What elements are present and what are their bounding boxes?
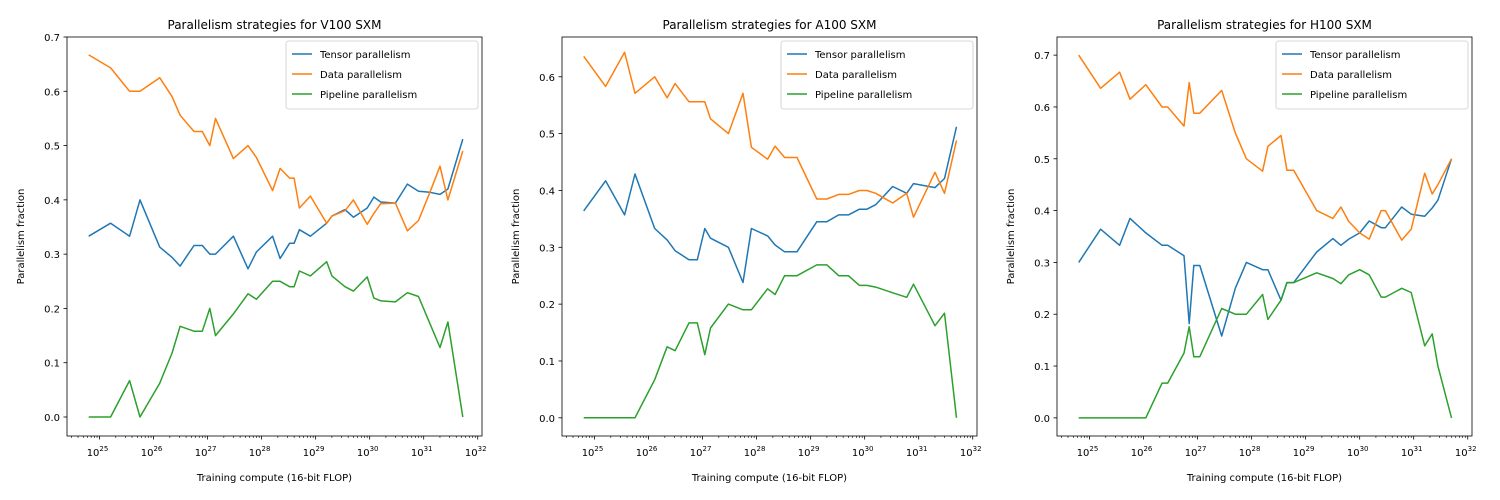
legend-label-pipeline: Pipeline parallelism <box>1310 90 1407 101</box>
series-line-pipeline <box>88 260 464 418</box>
x-axis-label: Training compute (16-bit FLOP) <box>196 473 352 484</box>
legend-box <box>285 40 479 110</box>
legend-box <box>1275 40 1469 110</box>
y-tick-label: 0.5 <box>44 142 60 153</box>
y-tick-label: 0.2 <box>539 300 555 311</box>
y-tick-label: 0.2 <box>1034 310 1050 321</box>
plot-area-frame <box>561 36 978 437</box>
y-tick-label: 0.3 <box>539 243 555 254</box>
y-tick-label: 0.3 <box>44 250 60 261</box>
y-tick-label: 0.6 <box>44 87 60 98</box>
y-tick-label: 0.6 <box>539 73 555 84</box>
y-tick-label: 0.7 <box>44 33 60 44</box>
series-line-pipeline <box>1078 268 1453 419</box>
legend-label-tensor: Tensor parallelism <box>319 50 410 61</box>
series-line-data <box>88 54 464 232</box>
y-tick-label: 0.0 <box>44 413 60 424</box>
legend-label-tensor: Tensor parallelism <box>1309 50 1400 61</box>
legend-box <box>780 40 974 110</box>
y-tick-label: 0.4 <box>1034 207 1050 218</box>
chart-title: Parallelism strategies for A100 SXM <box>663 18 877 32</box>
chart-title: Parallelism strategies for H100 SXM <box>1157 18 1372 32</box>
y-tick-label: 0.4 <box>44 196 60 207</box>
series-line-data <box>583 51 958 218</box>
series-line-data <box>1078 54 1453 241</box>
legend-label-data: Data parallelism <box>320 70 402 81</box>
y-tick-label: 0.7 <box>1034 51 1050 62</box>
x-axis-label: Training compute (16-bit FLOP) <box>1186 473 1342 484</box>
chart-panel-a100: Parallelism strategies for A100 SXM Trai… <box>511 18 982 484</box>
y-tick-label: 0.3 <box>1034 258 1050 269</box>
y-tick-label: 0.6 <box>1034 103 1050 114</box>
plot-area-frame <box>1056 36 1473 437</box>
legend-label-data: Data parallelism <box>1310 70 1392 81</box>
y-axis-label: Parallelism fraction <box>511 189 522 285</box>
y-tick-label: 0.5 <box>539 130 555 141</box>
x-axis-label: Training compute (16-bit FLOP) <box>691 473 847 484</box>
legend-label-pipeline: Pipeline parallelism <box>815 90 912 101</box>
chart-title: Parallelism strategies for V100 SXM <box>168 18 382 32</box>
legend-label-tensor: Tensor parallelism <box>814 50 905 61</box>
y-tick-label: 0.1 <box>1034 362 1050 373</box>
y-tick-label: 0.1 <box>539 357 555 368</box>
series-line-pipeline <box>583 264 958 419</box>
series-line-tensor <box>88 138 464 270</box>
series-line-tensor <box>583 126 958 284</box>
legend-label-pipeline: Pipeline parallelism <box>320 90 417 101</box>
y-axis-label: Parallelism fraction <box>16 189 27 285</box>
y-tick-label: 0.1 <box>44 359 60 370</box>
y-tick-label: 0.4 <box>539 186 555 197</box>
plot-area-frame <box>66 36 483 437</box>
y-tick-label: 0.5 <box>1034 155 1050 166</box>
y-tick-label: 0.0 <box>539 414 555 425</box>
y-tick-label: 0.0 <box>1034 414 1050 425</box>
y-tick-label: 0.2 <box>44 304 60 315</box>
legend-label-data: Data parallelism <box>815 70 897 81</box>
y-axis-label: Parallelism fraction <box>1006 189 1017 285</box>
